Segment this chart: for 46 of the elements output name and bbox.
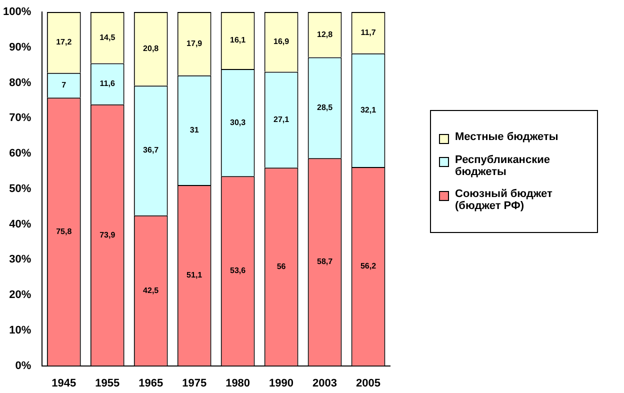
legend-label: Республиканские бюджеты (455, 154, 551, 178)
data-label: 32,1 (360, 105, 377, 114)
data-label: 14,5 (100, 32, 116, 42)
data-label: 36,7 (143, 146, 160, 155)
x-tick-label: 2003 (312, 377, 338, 390)
y-tick-label: 40% (9, 218, 32, 230)
data-label: 53,6 (230, 266, 246, 276)
text: Союзный бюджет (бюджет РФ) (455, 188, 554, 212)
data-label: 20,8 (143, 44, 160, 53)
data-label: 16,9 (274, 37, 290, 46)
data-label: 56 (276, 262, 286, 271)
y-tick-label: 70% (9, 112, 32, 124)
data-label: 75,8 (56, 226, 72, 236)
data-label: 42,5 (143, 286, 160, 295)
y-tick-label: 50% (9, 182, 32, 195)
data-label: 28,5 (316, 102, 334, 112)
data-label: 11,6 (100, 79, 116, 88)
x-tick-label: 1980 (226, 377, 250, 390)
data-label: 56,2 (360, 262, 377, 271)
legend-label: Местные бюджеты (455, 131, 558, 143)
data-label: 27,1 (274, 114, 290, 124)
data-label: 51,1 (186, 270, 203, 280)
x-tick-label: 1965 (138, 377, 164, 390)
data-label: 73,9 (100, 230, 116, 240)
y-tick-label: 80% (9, 76, 32, 89)
data-label: 17,9 (186, 38, 203, 48)
y-tick-label: 20% (9, 289, 32, 302)
x-tick-label: 1955 (95, 377, 120, 390)
data-label: 30,3 (230, 118, 246, 127)
data-label: 16,1 (230, 36, 246, 45)
y-tick-label: 60% (9, 148, 32, 160)
data-label: 12,8 (316, 30, 334, 39)
y-tick-label: 90% (9, 41, 32, 54)
y-tick-label: 10% (9, 324, 32, 336)
y-tick-label: 0% (15, 360, 32, 372)
x-tick-label: 1975 (182, 377, 207, 390)
y-tick-label: 30% (9, 254, 32, 266)
x-tick-label: 1990 (269, 377, 294, 390)
data-label: 7 (62, 80, 67, 90)
data-label: 11,7 (360, 28, 376, 37)
x-tick-label: 2005 (356, 377, 380, 390)
x-tick-label: 1945 (52, 377, 76, 390)
y-tick-label: 100% (2, 6, 32, 18)
data-label: 58,7 (316, 257, 334, 266)
data-label: 31 (190, 125, 200, 134)
data-label: 17,2 (56, 38, 72, 47)
